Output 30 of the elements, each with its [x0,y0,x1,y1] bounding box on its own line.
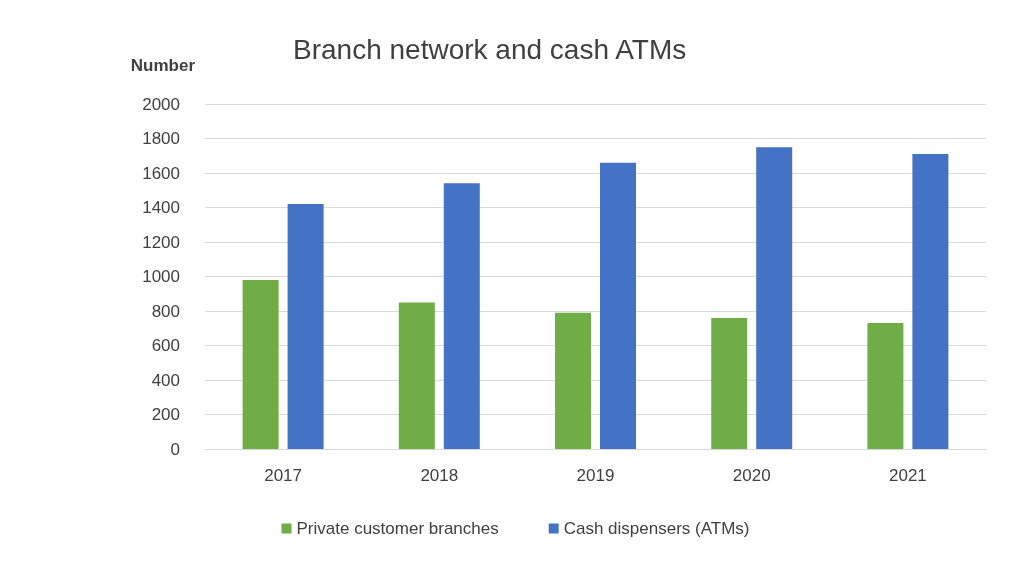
legend-label: Cash dispensers (ATMs) [563,519,750,538]
x-tick-label: 2017 [264,466,303,485]
bar [600,162,636,449]
y-tick-label: 2000 [142,94,180,114]
y-axis-title: Number [130,56,196,75]
x-tick-label: 2019 [576,466,615,485]
y-tick-label: 800 [151,301,180,321]
bar [867,323,904,449]
legend-label: Private customer branches [296,519,499,538]
bar [756,147,793,449]
bar [443,183,480,449]
y-tick-label: 1800 [142,129,180,148]
y-tick-label: 1400 [142,198,180,217]
y-tick-label: 1000 [142,267,180,286]
bar [912,154,949,449]
bar [398,302,435,449]
bar [711,317,748,449]
x-tick-label: 2021 [888,466,927,485]
x-tick-label: 2020 [732,466,771,485]
bar [242,279,279,449]
y-tick-label: 1200 [142,232,180,252]
y-tick-label: 0 [170,439,180,459]
y-tick-label: 1600 [142,163,180,183]
bar [287,204,324,449]
bar [555,312,591,449]
x-tick-label: 2018 [420,466,459,485]
y-tick-label: 600 [151,336,180,355]
y-tick-label: 400 [151,370,180,390]
y-tick-label: 200 [151,405,180,424]
chart-title: Branch network and cash ATMs [293,33,687,65]
